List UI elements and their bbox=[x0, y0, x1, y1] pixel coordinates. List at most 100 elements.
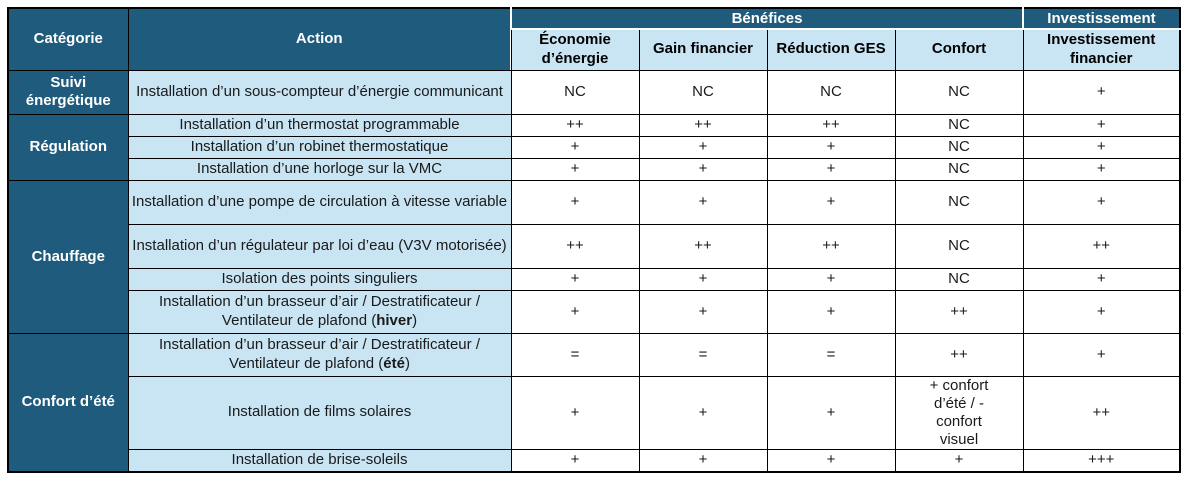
value-cell: + bbox=[510, 157, 640, 181]
table-row: Régulation Installation d’un thermostat … bbox=[7, 113, 1181, 181]
action-text: Installation d’une pompe de circulation … bbox=[131, 192, 508, 210]
action-cell: Installation de brise-soleils bbox=[127, 448, 512, 473]
header-confort: Confort bbox=[894, 28, 1024, 71]
value-cell: + bbox=[1022, 69, 1181, 115]
value-cell: = bbox=[510, 332, 640, 377]
action-text: Installation d’un sous-compteur d’énergi… bbox=[136, 82, 503, 100]
value-cell: + bbox=[638, 448, 768, 473]
value-cell: ++ bbox=[766, 113, 896, 137]
value-cell: NC bbox=[894, 267, 1024, 291]
action-text-bold: été bbox=[383, 354, 405, 372]
action-text: Installation d’un thermostat programmabl… bbox=[179, 115, 460, 133]
value-cell: +++ bbox=[1022, 448, 1181, 473]
action-text: Isolation des points singuliers bbox=[221, 269, 418, 287]
value-cell: ++ bbox=[1022, 223, 1181, 269]
category-cell-regulation: Régulation bbox=[7, 113, 129, 181]
value-cell: ++ bbox=[766, 223, 896, 269]
value-cell: + bbox=[1022, 267, 1181, 291]
value-cell: = bbox=[766, 332, 896, 377]
value-cell: ++ bbox=[638, 223, 768, 269]
header-investissement: Investissement bbox=[1022, 7, 1181, 30]
table-row: Chauffage Installation d’une pompe de ci… bbox=[7, 179, 1181, 334]
action-text-suffix: ) bbox=[404, 354, 410, 372]
value-cell: NC bbox=[894, 223, 1024, 269]
action-text: Installation de films solaires bbox=[227, 403, 412, 421]
value-cell: + bbox=[766, 157, 896, 181]
action-cell: Installation d’une horloge sur la VMC bbox=[127, 157, 512, 181]
value-cell: + bbox=[638, 267, 768, 291]
value-cell: ++ bbox=[894, 289, 1024, 334]
value-cell: + bbox=[766, 448, 896, 473]
value-cell: + confort d’été / - confort visuel bbox=[894, 375, 1024, 450]
action-cell: Installation d’une pompe de circulation … bbox=[127, 179, 512, 225]
header-band-row: Catégorie Action Bénéfices Investissemen… bbox=[7, 7, 1181, 71]
value-cell: ++ bbox=[510, 113, 640, 137]
table-row: Installation d’un robinet thermostatique… bbox=[8, 135, 1181, 159]
value-cell: NC bbox=[510, 69, 640, 115]
category-cell-confort-ete: Confort d’été bbox=[7, 332, 129, 473]
action-cell: Installation d’un brasseur d’air / Destr… bbox=[127, 332, 512, 377]
action-text: Installation d’un robinet thermostatique bbox=[190, 137, 449, 155]
value-cell: + bbox=[766, 179, 896, 225]
action-text: Installation de brise-soleils bbox=[231, 450, 408, 468]
value-cell: + bbox=[638, 135, 768, 159]
action-text: Installation d’une horloge sur la VMC bbox=[196, 159, 443, 177]
header-benefices: Bénéfices bbox=[510, 7, 1024, 30]
value-cell: + bbox=[638, 179, 768, 225]
header-reduction-ges: Réduction GES bbox=[766, 28, 896, 71]
table-row: Installation d’un régulateur par loi d’e… bbox=[8, 223, 1181, 269]
value-cell: + bbox=[510, 448, 640, 473]
category-cell-chauffage: Chauffage bbox=[7, 179, 129, 334]
action-cell: Installation de films solaires bbox=[127, 375, 512, 450]
value-cell: + bbox=[638, 289, 768, 334]
category-cell-suivi-energetique: Suivi énergétique bbox=[7, 69, 129, 115]
value-cell: + bbox=[510, 267, 640, 291]
value-cell: + bbox=[766, 267, 896, 291]
header-action: Action bbox=[127, 7, 512, 71]
value-cell: + bbox=[510, 179, 640, 225]
actions-benefits-table: Catégorie Action Bénéfices Investissemen… bbox=[7, 7, 1181, 473]
value-cell: ++ bbox=[510, 223, 640, 269]
value-cell: NC bbox=[638, 69, 768, 115]
header-investissement-financier: Investissement financier bbox=[1022, 28, 1181, 71]
action-text: Installation d’un brasseur d’air / Destr… bbox=[159, 335, 480, 372]
table-row: Installation de films solaires + + + + c… bbox=[8, 375, 1181, 450]
value-cell: + bbox=[766, 289, 896, 334]
value-cell: ++ bbox=[894, 332, 1024, 377]
value-cell: + bbox=[766, 375, 896, 450]
value-cell: + bbox=[510, 135, 640, 159]
value-cell: + bbox=[1022, 135, 1181, 159]
value-cell: + bbox=[894, 448, 1024, 473]
table-row: Installation de brise-soleils + + + + ++… bbox=[8, 448, 1181, 473]
value-cell: NC bbox=[894, 69, 1024, 115]
action-cell: Installation d’un brasseur d’air / Destr… bbox=[127, 289, 512, 334]
value-cell: + bbox=[510, 375, 640, 450]
action-cell: Installation d’un sous-compteur d’énergi… bbox=[127, 69, 512, 115]
table-row: Isolation des points singuliers + + + NC… bbox=[8, 267, 1181, 291]
value-cell: NC bbox=[894, 135, 1024, 159]
action-cell: Installation d’un thermostat programmabl… bbox=[127, 113, 512, 137]
action-text: Installation d’un brasseur d’air / Destr… bbox=[159, 292, 480, 329]
table-row: Installation d’un brasseur d’air / Destr… bbox=[8, 289, 1181, 334]
action-cell: Installation d’un robinet thermostatique bbox=[127, 135, 512, 159]
value-cell: + bbox=[1022, 332, 1181, 377]
value-cell: + bbox=[638, 375, 768, 450]
action-text-suffix: ) bbox=[412, 311, 418, 329]
value-cell: NC bbox=[894, 179, 1024, 225]
action-text: Installation d’un régulateur par loi d’e… bbox=[132, 236, 507, 254]
action-cell: Isolation des points singuliers bbox=[127, 267, 512, 291]
value-cell: + bbox=[638, 157, 768, 181]
value-cell: = bbox=[638, 332, 768, 377]
value-cell: + bbox=[766, 135, 896, 159]
value-cell: NC bbox=[894, 113, 1024, 137]
value-cell: + bbox=[1022, 157, 1181, 181]
value-cell: + bbox=[1022, 179, 1181, 225]
value-cell: + bbox=[1022, 113, 1181, 137]
header-gain-financier: Gain financier bbox=[638, 28, 768, 71]
value-cell: ++ bbox=[1022, 375, 1181, 450]
action-cell: Installation d’un régulateur par loi d’e… bbox=[127, 223, 512, 269]
header-economie-energie: Économie d’énergie bbox=[510, 28, 640, 71]
table-row: Confort d’été Installation d’un brasseur… bbox=[7, 332, 1181, 473]
action-text-bold: hiver bbox=[376, 311, 413, 329]
value-cell: ++ bbox=[638, 113, 768, 137]
